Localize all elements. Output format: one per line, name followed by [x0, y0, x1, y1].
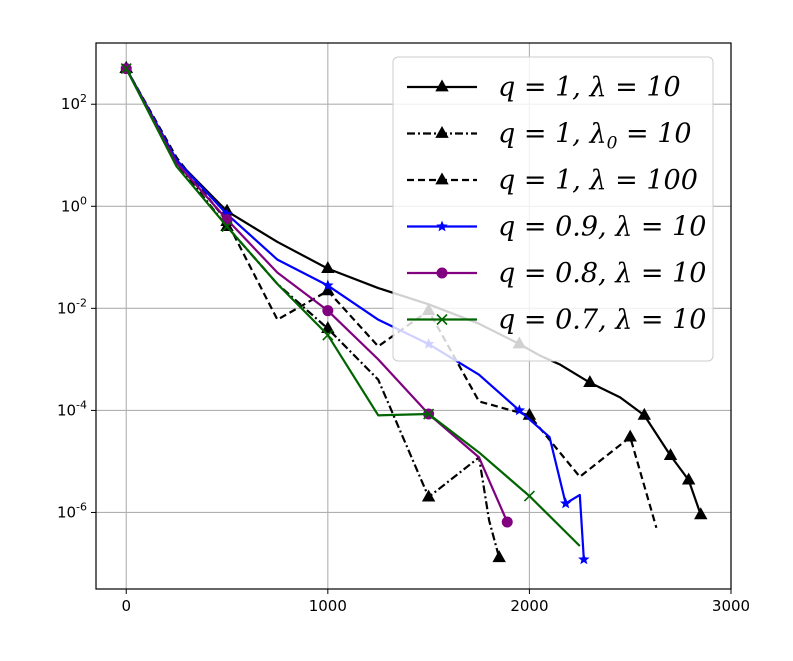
- y-tick-base: 10: [61, 95, 80, 113]
- y-tick-base: 10: [61, 197, 80, 215]
- legend-label: q = 1, λ = 100: [498, 165, 698, 196]
- legend-part: 1: [555, 119, 572, 150]
- data-point: [421, 489, 436, 502]
- y-tick-label: 10-4: [57, 398, 87, 419]
- legend-marker: [436, 220, 448, 232]
- legend-label: q = 1, λ0 = 10: [498, 119, 692, 154]
- series-6: [120, 63, 581, 547]
- legend-label: q = 0.7, λ = 10: [498, 305, 706, 336]
- legend-part: 1: [555, 165, 572, 196]
- data-point: [501, 516, 513, 528]
- legend-marker: [435, 125, 449, 138]
- data-point: [578, 553, 590, 565]
- legend-part: 1: [555, 72, 572, 103]
- legend-part: 0.8: [555, 258, 598, 289]
- data-point: [559, 497, 572, 509]
- legend-value: 10: [672, 305, 706, 336]
- x-tick-label: 3000: [712, 597, 750, 615]
- legend-part: λ: [614, 305, 632, 336]
- y-tick-base: 10: [57, 401, 76, 419]
- legend-entry: q = 0.8, λ = 10: [407, 258, 706, 289]
- data-point: [321, 261, 335, 274]
- legend-part: λ: [588, 165, 606, 196]
- legend-entry: q = 1, λ = 100: [407, 165, 698, 196]
- data-point: [513, 404, 526, 416]
- legend-label: q = 1, λ = 10: [498, 72, 681, 103]
- y-tick-base: 10: [57, 503, 76, 521]
- legend-marker: [435, 79, 449, 92]
- data-point: [523, 490, 535, 502]
- data-point: [663, 448, 678, 461]
- y-tick-exponent: -4: [76, 398, 87, 411]
- legend-entry: q = 1, λ = 10: [407, 72, 681, 103]
- legend-part: λ: [614, 258, 632, 289]
- data-point: [681, 472, 696, 485]
- legend-entry: q = 0.7, λ = 10: [407, 305, 706, 336]
- legend-part: λ: [614, 212, 632, 243]
- data-point: [321, 321, 335, 334]
- y-tick-exponent: 0: [80, 194, 87, 207]
- x-tick-label: 0: [121, 597, 131, 615]
- legend-value: 10: [646, 72, 680, 103]
- y-tick-exponent: 2: [80, 92, 87, 105]
- data-point: [637, 407, 652, 420]
- plot-frame: [95, 42, 732, 590]
- data-point: [492, 550, 506, 563]
- data-point: [423, 408, 435, 420]
- legend: q = 1, λ = 10q = 1, λ0 = 10q = 1, λ = 10…: [392, 56, 714, 362]
- data-point: [322, 279, 334, 291]
- legend-marker: [435, 172, 449, 185]
- y-tick-base: 10: [57, 299, 76, 317]
- data-point: [322, 305, 334, 317]
- series-line: [125, 68, 581, 547]
- legend-value: 10: [672, 258, 706, 289]
- legend-label: q = 0.8, λ = 10: [498, 258, 706, 289]
- legend-part: 0.7: [555, 305, 599, 336]
- legend-label: q = 0.9, λ = 10: [498, 212, 706, 243]
- legend-part: 0.9: [555, 212, 598, 243]
- y-tick-label: 100: [61, 194, 87, 215]
- data-point: [120, 63, 132, 75]
- legend-entry: q = 1, λ0 = 10: [407, 119, 692, 154]
- data-point: [322, 329, 334, 341]
- legend-subscript: 0: [607, 134, 618, 154]
- data-point: [694, 507, 708, 520]
- legend-part: λ: [588, 119, 606, 150]
- data-point: [221, 221, 233, 233]
- legend-value: 10: [672, 212, 706, 243]
- x-tick-label: 2000: [510, 597, 548, 615]
- data-point: [583, 375, 597, 388]
- y-tick-label: 102: [61, 92, 87, 113]
- y-tick-exponent: -6: [76, 500, 87, 513]
- y-tick-label: 10-2: [57, 296, 87, 317]
- legend-part: λ: [588, 72, 606, 103]
- legend-entry: q = 0.9, λ = 10: [407, 212, 706, 243]
- legend-value: 100: [646, 165, 698, 196]
- legend-marker: [436, 313, 448, 326]
- data-point: [623, 429, 637, 442]
- data-point: [221, 208, 233, 220]
- x-tick-label: 1000: [309, 597, 347, 615]
- y-tick-exponent: -2: [76, 296, 87, 309]
- y-tick-label: 10-6: [57, 500, 87, 521]
- legend-value: 10: [657, 119, 691, 150]
- legend-marker: [436, 267, 448, 279]
